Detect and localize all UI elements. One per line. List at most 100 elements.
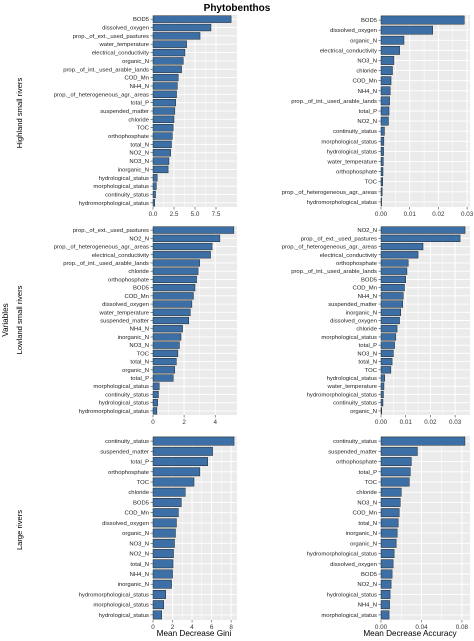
bar xyxy=(380,457,412,466)
bar xyxy=(380,136,385,146)
bar xyxy=(380,157,384,166)
category-label: hydrological_status xyxy=(327,149,377,155)
bar xyxy=(380,382,385,390)
category-label: inorganic_N xyxy=(118,335,149,341)
category-label: COD_Mn xyxy=(124,294,149,300)
bar xyxy=(152,610,163,620)
x-tick-label: 8 xyxy=(229,624,233,631)
bar xyxy=(152,174,158,182)
bar xyxy=(152,457,208,466)
bar xyxy=(152,333,182,341)
category-label: prop._of_heterogeneous_agr._areas xyxy=(282,190,377,196)
bar xyxy=(152,590,166,599)
bar xyxy=(152,48,186,57)
bar xyxy=(380,600,390,610)
bar xyxy=(380,96,390,106)
bar xyxy=(380,349,394,357)
category-label: continuity_status xyxy=(105,192,149,198)
bar xyxy=(152,267,199,275)
category-label: NO2_N xyxy=(357,582,377,588)
bar xyxy=(152,538,175,548)
bar xyxy=(152,23,212,32)
bar xyxy=(152,308,191,316)
bar xyxy=(380,292,404,300)
x-tick-label: 4 xyxy=(213,419,217,426)
category-label: NH4_N xyxy=(130,84,149,90)
bar xyxy=(152,446,213,456)
category-label: prop._of_ext._used_pastures xyxy=(73,228,149,234)
category-label: total_N xyxy=(358,360,377,366)
bar xyxy=(152,390,159,399)
category-label: orthophosphate xyxy=(108,277,150,283)
bar xyxy=(380,341,395,349)
category-label: electrical_conductivity xyxy=(320,253,377,259)
category-label: morphological_status xyxy=(321,139,377,145)
category-label: COD_Mn xyxy=(352,511,377,517)
category-label: total_N xyxy=(358,521,377,527)
category-label: prop._of_int._used_arable_lands xyxy=(63,261,149,267)
category-label: orthophosphate xyxy=(336,170,378,176)
category-label: BOD5 xyxy=(133,286,150,292)
y-axis-label: Variables xyxy=(1,303,10,337)
bar xyxy=(380,325,398,333)
x-tick-label: 0.04 xyxy=(415,624,428,631)
bar xyxy=(380,538,397,548)
category-label: hydromorphological_status xyxy=(79,592,149,598)
category-label: TOC xyxy=(365,480,378,486)
bar xyxy=(380,226,466,234)
category-label: NO3_N xyxy=(129,541,149,547)
category-label: NH4_N xyxy=(130,572,149,578)
bar xyxy=(152,226,235,234)
bar xyxy=(152,487,186,497)
bar xyxy=(380,477,410,487)
bar xyxy=(152,15,232,23)
category-label: organic_N xyxy=(122,59,149,65)
bar xyxy=(152,107,176,115)
x-tick-label: 4 xyxy=(190,624,194,631)
bar xyxy=(152,341,180,349)
x-tick-label: 5.0 xyxy=(191,211,200,218)
category-label: COD_Mn xyxy=(124,76,149,82)
category-label: total_P xyxy=(359,343,377,349)
category-label: prop._of_ext._used_pastures xyxy=(301,236,377,242)
bar xyxy=(152,65,182,73)
bar xyxy=(152,284,196,292)
category-label: chloride xyxy=(128,490,149,496)
category-label: suspended_matter xyxy=(100,109,149,115)
bar xyxy=(152,199,155,207)
bar xyxy=(380,300,403,308)
x-tick-label: 0.01 xyxy=(404,211,417,218)
bar xyxy=(152,559,174,569)
category-label: dissolved_oxygen xyxy=(330,28,377,34)
bar xyxy=(380,357,393,366)
bar xyxy=(152,73,179,82)
category-label: NO3_N xyxy=(129,343,149,349)
x-axis-label-accuracy: Mean Decrease Accuracy xyxy=(363,629,457,638)
category-label: continuity_status xyxy=(105,439,149,445)
panel-background xyxy=(381,436,470,620)
bar xyxy=(380,579,392,589)
category-label: COD_Mn xyxy=(124,511,149,517)
bar xyxy=(152,275,197,284)
category-label: suspended_matter xyxy=(328,302,377,308)
bar xyxy=(152,57,184,65)
bar xyxy=(380,559,394,569)
bar xyxy=(152,325,183,333)
bar xyxy=(380,106,390,116)
x-tick-label: 2 xyxy=(182,419,186,426)
category-label: NO2_N xyxy=(129,151,149,157)
category-label: total_N xyxy=(130,562,149,568)
bar xyxy=(152,124,174,132)
bar xyxy=(152,528,176,538)
category-label: chloride xyxy=(356,490,377,496)
x-tick-label: 0.00 xyxy=(375,419,388,426)
bar xyxy=(152,157,170,165)
x-tick-label: 0 xyxy=(151,419,155,426)
row-label-highland: Highland small rivers xyxy=(15,78,24,149)
category-label: NH4_N xyxy=(358,603,377,609)
bar xyxy=(152,467,201,477)
x-tick-label: 0 xyxy=(151,624,155,631)
category-label: NH4_N xyxy=(358,89,377,95)
bar xyxy=(152,569,173,579)
row-label-large: Large rivers xyxy=(15,510,24,550)
